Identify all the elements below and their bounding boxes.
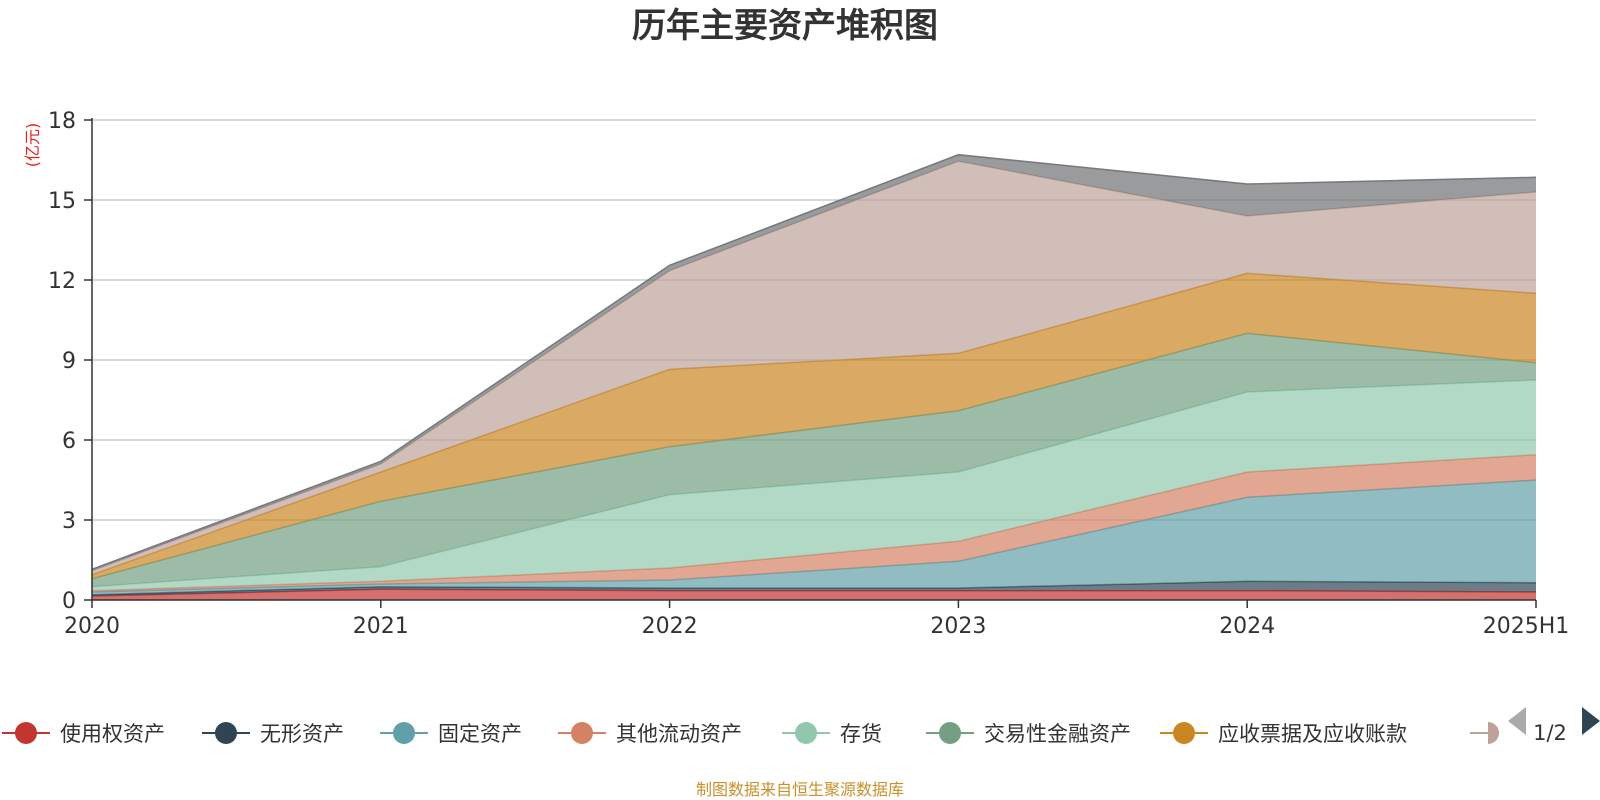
area-series-6 <box>92 273 1536 579</box>
legend-next-icon[interactable] <box>1582 707 1600 735</box>
legend-item[interactable]: 无形资产 <box>202 722 344 746</box>
y-tick-label: 0 <box>62 589 76 614</box>
y-axis-unit: (亿元) <box>23 123 42 168</box>
area-series-0 <box>92 589 1536 600</box>
area-series-5 <box>92 333 1536 587</box>
legend-prev-icon[interactable] <box>1508 707 1526 735</box>
legend-marker-icon <box>15 722 37 744</box>
x-tick-label: 2020 <box>64 614 120 639</box>
y-tick-label: 6 <box>62 429 76 454</box>
y-tick-label: 12 <box>48 269 76 294</box>
legend-label: 应收票据及应收账款 <box>1218 722 1407 746</box>
source-note: 制图数据来自恒生聚源数据库 <box>696 780 904 799</box>
area-series-4 <box>92 380 1536 591</box>
legend-item-partial[interactable] <box>1470 722 1499 744</box>
legend-marker-icon <box>939 722 961 744</box>
y-tick-label: 18 <box>48 109 76 134</box>
area-series <box>91 153 1537 600</box>
legend-item[interactable]: 应收票据及应收账款 <box>1160 722 1407 746</box>
legend-item[interactable]: 固定资产 <box>380 722 522 746</box>
legend-label: 交易性金融资产 <box>984 722 1131 746</box>
area-edge-8 <box>91 153 1537 571</box>
legend-marker-icon <box>571 722 593 744</box>
legend-page-indicator: 1/2 <box>1533 721 1567 745</box>
legend-marker-icon <box>1488 722 1499 744</box>
x-tick-label: 2022 <box>642 614 698 639</box>
legend-pager: 1/2 <box>1508 707 1600 745</box>
legend: 使用权资产 无形资产 固定资产 其他流动资产 存货 交易性金融资产 应收票据及应收账款 <box>2 722 1499 746</box>
chart-title: 历年主要资产堆积图 <box>632 6 938 46</box>
legend-label: 固定资产 <box>438 722 522 746</box>
legend-marker-icon <box>215 722 237 744</box>
legend-item[interactable]: 使用权资产 <box>2 722 165 746</box>
legend-label: 存货 <box>840 722 882 746</box>
legend-label: 使用权资产 <box>60 722 165 746</box>
area-series-8 <box>92 154 1536 571</box>
legend-label: 其他流动资产 <box>616 722 742 746</box>
x-tick-label: 2024 <box>1219 614 1275 639</box>
legend-item[interactable]: 其他流动资产 <box>558 722 742 746</box>
x-tick-label: 2021 <box>353 614 409 639</box>
legend-marker-icon <box>795 722 817 744</box>
y-tick-label: 15 <box>48 189 76 214</box>
area-series-7 <box>92 161 1536 575</box>
legend-marker-icon <box>1173 722 1195 744</box>
x-tick-label: 2023 <box>930 614 986 639</box>
area-series-3 <box>92 454 1536 592</box>
y-tick-label: 3 <box>62 509 76 534</box>
legend-item[interactable]: 交易性金融资产 <box>926 722 1131 746</box>
x-tick-label: 2025H1 <box>1483 614 1570 639</box>
legend-marker-icon <box>393 722 415 744</box>
area-series-2 <box>92 480 1536 595</box>
legend-item[interactable]: 存货 <box>782 722 882 746</box>
y-tick-label: 9 <box>62 349 76 374</box>
axes: 0 3 6 9 12 15 18 2020 2021 2022 2023 2024 2025H1 <box>48 109 1569 639</box>
legend-label: 无形资产 <box>260 722 344 746</box>
